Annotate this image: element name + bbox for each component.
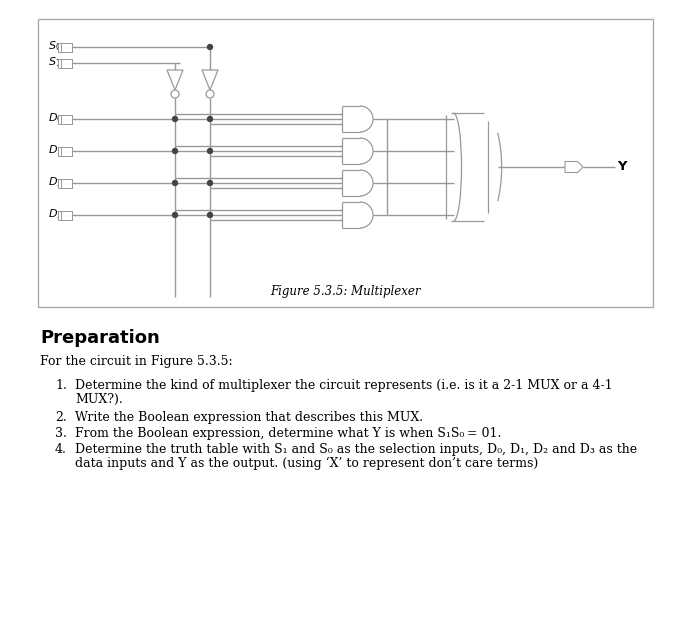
Text: From the Boolean expression, determine what Y is when S₁S₀ = 01.: From the Boolean expression, determine w…	[75, 427, 501, 440]
Text: data inputs and Y as the output. (using ‘X’ to represent don’t care terms): data inputs and Y as the output. (using …	[75, 457, 538, 470]
Text: Determine the truth table with S₁ and S₀ as the selection inputs, D₀, D₁, D₂ and: Determine the truth table with S₁ and S₀…	[75, 443, 637, 456]
Bar	[58, 178, 72, 188]
Circle shape	[172, 116, 178, 121]
Text: Y: Y	[617, 160, 626, 173]
Bar	[58, 147, 72, 155]
Text: $S_0$: $S_0$	[48, 39, 62, 53]
Bar	[61, 43, 72, 51]
Text: Preparation: Preparation	[40, 329, 160, 347]
Bar	[58, 59, 72, 67]
Circle shape	[206, 90, 214, 98]
Polygon shape	[565, 162, 583, 173]
Text: $D_3$: $D_3$	[48, 207, 63, 221]
Circle shape	[172, 181, 178, 186]
Polygon shape	[167, 70, 183, 90]
Text: $D_2$: $D_2$	[48, 175, 63, 189]
Text: 4.: 4.	[55, 443, 67, 456]
Text: Determine the kind of multiplexer the circuit represents (i.e. is it a 2-1 MUX o: Determine the kind of multiplexer the ci…	[75, 379, 612, 392]
Circle shape	[207, 116, 213, 121]
Circle shape	[207, 45, 213, 50]
Bar	[58, 43, 72, 51]
Circle shape	[172, 212, 178, 217]
Bar	[61, 178, 72, 188]
Bar	[58, 115, 72, 124]
Text: $D_1$: $D_1$	[48, 143, 63, 157]
Text: $D_0$: $D_0$	[48, 111, 63, 125]
Bar	[61, 59, 72, 67]
Text: Write the Boolean expression that describes this MUX.: Write the Boolean expression that descri…	[75, 411, 423, 424]
Bar	[61, 210, 72, 220]
Circle shape	[171, 90, 179, 98]
Circle shape	[207, 212, 213, 217]
Text: 3.: 3.	[55, 427, 67, 440]
Circle shape	[207, 181, 213, 186]
Circle shape	[207, 149, 213, 154]
Text: 1.: 1.	[55, 379, 67, 392]
Bar	[58, 210, 72, 220]
Text: MUX?).: MUX?).	[75, 393, 122, 406]
Circle shape	[172, 149, 178, 154]
Text: 2.: 2.	[55, 411, 66, 424]
Bar	[61, 115, 72, 124]
Bar	[38, 19, 653, 307]
Text: $S_1$: $S_1$	[48, 55, 62, 69]
Text: Figure 5.3.5: Multiplexer: Figure 5.3.5: Multiplexer	[270, 285, 421, 298]
Polygon shape	[202, 70, 218, 90]
Bar	[61, 147, 72, 155]
Text: For the circuit in Figure 5.3.5:: For the circuit in Figure 5.3.5:	[40, 355, 232, 368]
